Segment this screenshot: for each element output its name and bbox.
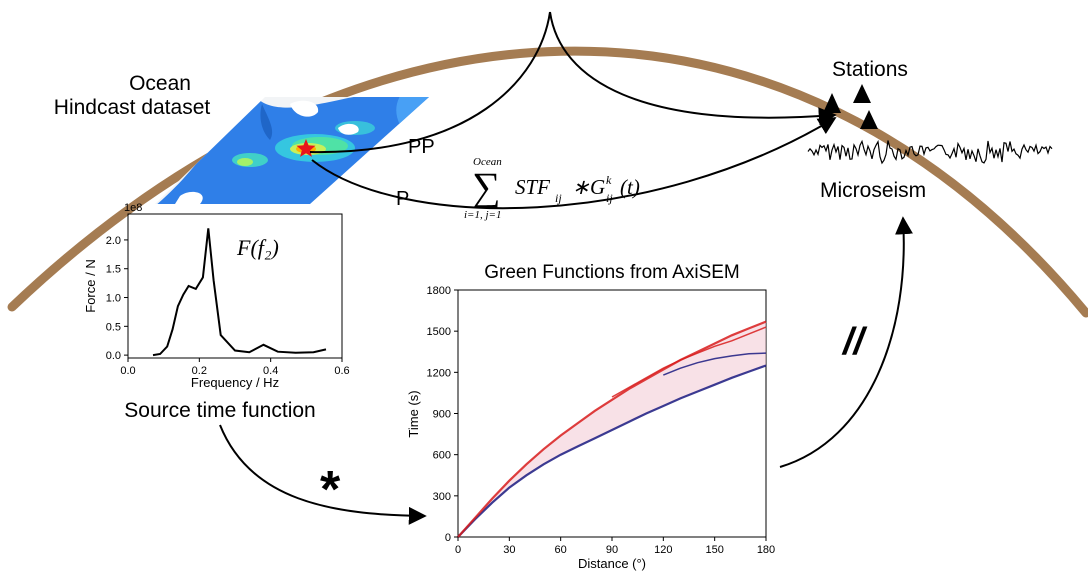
formula-g: G [590,175,605,199]
hindcast-label: Hindcast dataset [54,96,211,119]
formula-stf: STF [515,175,550,199]
arrival-branch-line [663,352,767,376]
stf-x-tick-label: 0.6 [334,365,349,377]
source-time-function-chart: 0.0 0.2 0.4 0.6 0.0 0.5 1.0 1.5 2.0 1e8 F(f₂) Fr… [83,202,350,390]
stf-y-tick-label: 1.0 [106,293,121,305]
equals-sign: // [841,321,868,363]
sum-upper-limit: Ocean [473,156,502,168]
arrival-branch-line [457,320,767,538]
stf-x-tick-label: 0.4 [263,365,278,377]
pp-label: PP [408,136,435,158]
stf-ylabel: Force / N [83,259,98,312]
green-x-tick-label: 150 [705,544,723,556]
station-triangle-icon [823,93,841,113]
pp-ray-path-up [549,11,837,126]
stf-caption: Source time function [124,399,315,422]
station-triangle-icon [860,110,878,129]
sum-symbol: ∑ [472,164,501,209]
green-y-tick-label: 1200 [427,367,451,379]
stf-y-tick-label: 2.0 [106,235,121,247]
stf-x-tick-label: 0.0 [120,365,135,377]
stf-y-tick-label: 1.5 [106,264,121,276]
formula-g-sub: ij [606,191,613,205]
stf-x-tick-label: 0.2 [192,365,207,377]
green-y-tick-label: 600 [433,450,451,462]
green-xlabel: Distance (°) [578,556,646,571]
stf-offset-text: 1e8 [124,202,142,214]
pp-ray-path [309,11,551,154]
convolution-arrow [219,424,427,525]
formula-g-sup: k [606,173,612,187]
arrival-branch-line [611,326,767,398]
earth-surface-arc [7,46,1088,318]
arrival-branch-line [457,364,767,538]
green-y-tick-label: 1500 [427,326,451,338]
green-x-tick-label: 90 [606,544,618,556]
formula-arg: (t) [620,175,640,199]
result-arrow [779,216,913,468]
station-triangle-icon [853,84,871,103]
stf-xlabel: Frequency / Hz [191,375,279,390]
formula-operator: ∗ [572,175,590,199]
green-y-tick-label: 300 [433,491,451,503]
green-title: Green Functions from AxiSEM [484,262,740,283]
convolution-formula: Ocean ∑ i=1, j=1 STF ij ∗ G k ij (t) [464,156,640,221]
p-ray-path [311,117,837,210]
green-ylabel: Time (s) [406,390,421,437]
green-y-tick-label: 1800 [427,285,451,297]
microseism-waveform [807,139,1053,165]
convolution-symbol: * [320,461,341,519]
green-x-tick-label: 120 [654,544,672,556]
green-x-tick-label: 60 [555,544,567,556]
ocean-label: Ocean [129,72,191,95]
formula-stf-sub: ij [555,191,562,205]
green-y-tick-label: 900 [433,409,451,421]
green-x-tick-label: 30 [503,544,515,556]
stf-plot-frame [127,213,343,359]
microseism-label: Microseism [820,179,926,202]
green-x-tick-label: 0 [455,544,461,556]
stf-y-tick-label: 0.5 [106,321,121,333]
stf-y-tick-label: 0.0 [106,350,121,362]
p-label: P [396,188,409,210]
sum-lower-limit: i=1, j=1 [464,209,501,221]
green-x-tick-label: 180 [757,544,775,556]
green-y-tick-label: 0 [445,532,451,544]
stations-label: Stations [832,58,908,81]
force-formula-label: F(f₂) [236,235,279,260]
stf-series-line [152,228,327,357]
